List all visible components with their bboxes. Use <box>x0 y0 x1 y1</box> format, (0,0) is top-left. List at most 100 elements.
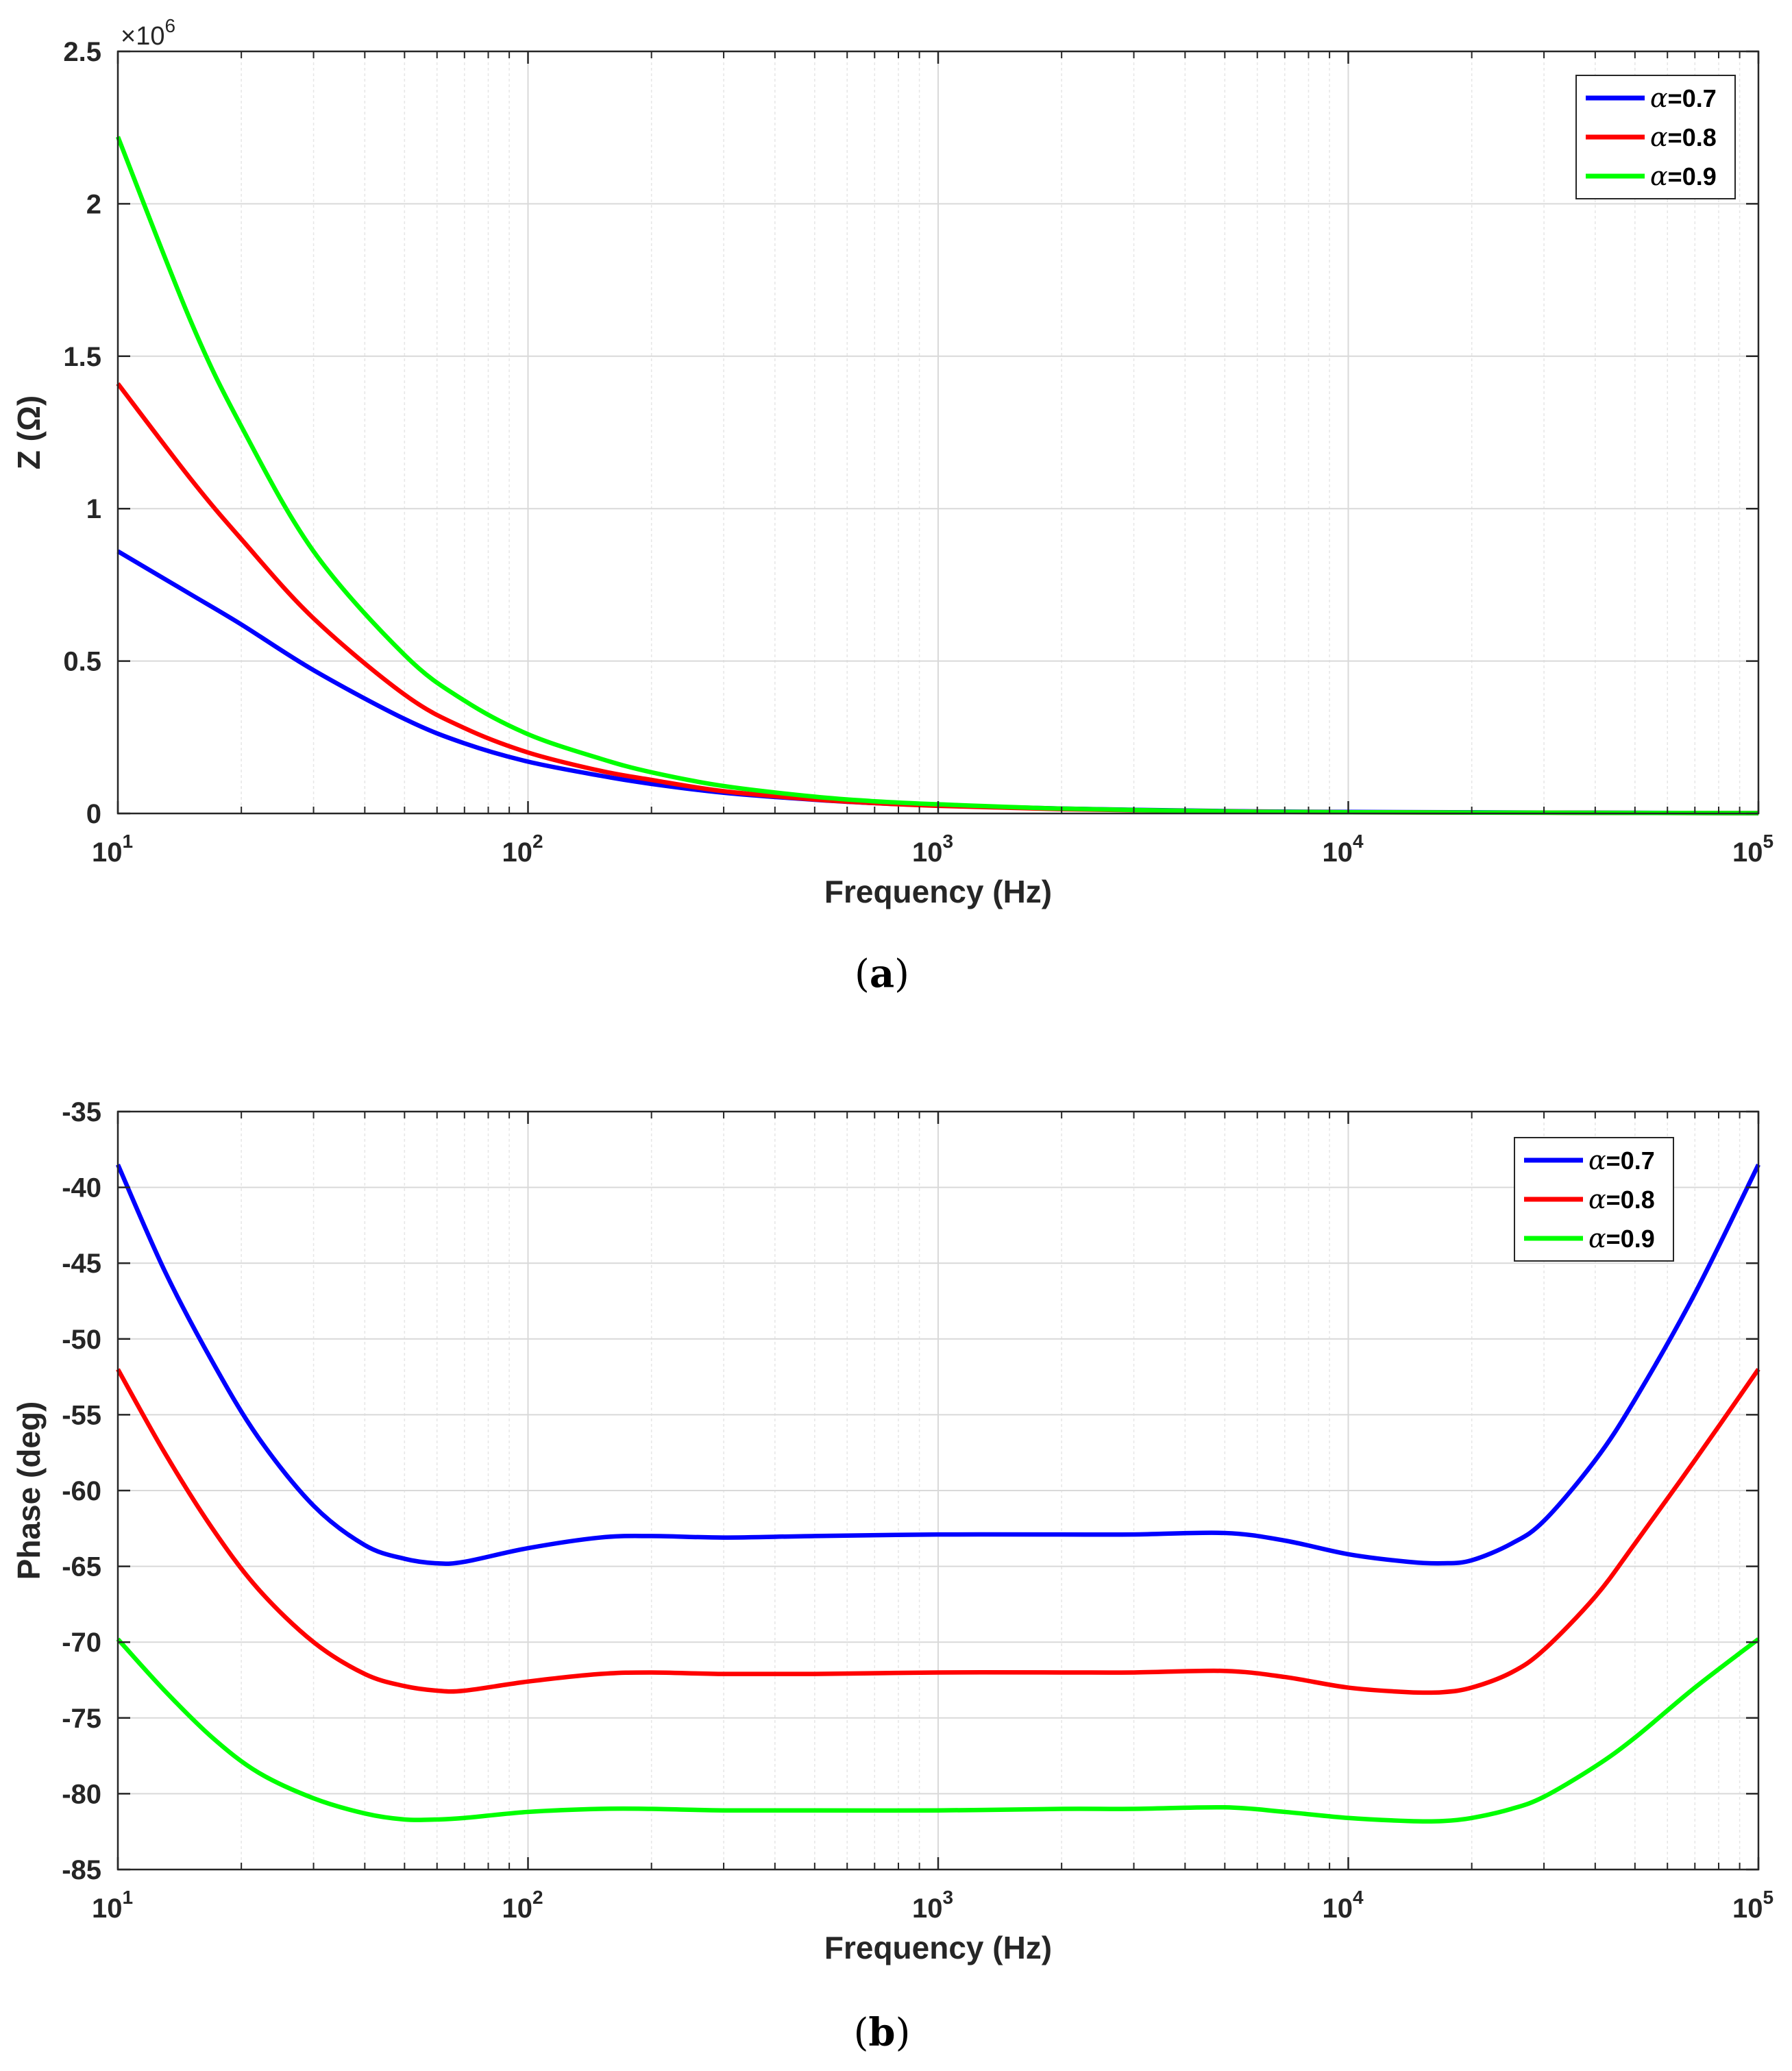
x-tick-base: 10 <box>1732 837 1763 868</box>
y-tick-label: -70 <box>62 1628 101 1658</box>
x-tick-base: 10 <box>502 1894 532 1924</box>
x-tick-base: 10 <box>92 1894 123 1924</box>
y-tick-label: -45 <box>62 1249 101 1279</box>
series-line-alpha-0.8 <box>116 1368 1760 1695</box>
legend-value: 0.8 <box>1682 123 1717 151</box>
x-tick-label: 104 <box>1322 831 1364 868</box>
x-tick-exponent: 3 <box>942 1887 953 1908</box>
caption-open-paren: ( <box>854 2011 869 2055</box>
legend-label: α=0.7 <box>1588 1145 1655 1175</box>
panel-caption: (b) <box>854 2010 911 2055</box>
x-tick-exponent: 1 <box>122 831 133 852</box>
y-tick-label: -35 <box>62 1097 101 1127</box>
legend-label: α=0.7 <box>1650 83 1717 113</box>
legend-equals: = <box>1668 162 1682 191</box>
x-tick-label: 101 <box>92 831 133 868</box>
caption-letter: a <box>870 951 894 996</box>
y-tick-label: -50 <box>62 1325 101 1355</box>
x-tick-exponent: 2 <box>532 831 543 852</box>
x-axis-label: Frequency (Hz) <box>824 874 1052 909</box>
x-tick-base: 10 <box>1322 837 1353 868</box>
x-tick-exponent: 1 <box>122 1887 133 1908</box>
alpha-symbol: α <box>1588 1223 1606 1253</box>
y-tick-label: 0 <box>86 799 101 829</box>
x-tick-base: 10 <box>92 837 123 868</box>
y-axis-label: Z (Ω) <box>11 395 47 469</box>
x-tick-label: 105 <box>1732 1887 1773 1924</box>
x-axis-label: Frequency (Hz) <box>824 1930 1052 1965</box>
y-tick-label: -55 <box>62 1400 101 1430</box>
chart-panel-a: 101 102 103 104 10500.511.522.5×106Frequency… <box>11 15 1773 996</box>
legend-equals: = <box>1606 1147 1621 1175</box>
x-tick-label: 104 <box>1322 1887 1364 1924</box>
panel-caption: (a) <box>855 951 909 996</box>
alpha-symbol: α <box>1588 1184 1606 1214</box>
legend-label: α=0.8 <box>1650 122 1717 152</box>
series-lines <box>115 136 1759 816</box>
legend-value: 0.7 <box>1682 84 1717 112</box>
series-lines <box>116 1163 1760 1824</box>
y-tick-label: -80 <box>62 1779 101 1809</box>
x-tick-exponent: 4 <box>1353 831 1364 852</box>
x-tick-base: 10 <box>912 1894 943 1924</box>
alpha-symbol: α <box>1650 122 1668 152</box>
x-tick-exponent: 5 <box>1763 831 1773 852</box>
y-multiplier-exponent: 6 <box>164 15 175 36</box>
legend-value: 0.9 <box>1621 1225 1655 1253</box>
alpha-symbol: α <box>1650 83 1668 113</box>
legend-equals: = <box>1606 1186 1621 1214</box>
caption-close-paren: ) <box>896 2011 911 2055</box>
legend-equals: = <box>1668 84 1682 112</box>
legend-equals: = <box>1668 123 1682 151</box>
x-tick-label: 102 <box>502 1887 543 1924</box>
chart-panel-b: 101 102 103 104 105-85-80-75-70-65-60-55-50-… <box>11 1097 1773 2055</box>
y-tick-label: 2.5 <box>63 37 101 67</box>
grid <box>118 51 1758 813</box>
caption-letter: b <box>868 2010 895 2055</box>
legend-equals: = <box>1606 1225 1621 1253</box>
x-tick-base: 10 <box>502 837 532 868</box>
legend-value: 0.7 <box>1621 1147 1655 1175</box>
legend-label: α=0.9 <box>1650 161 1717 191</box>
x-tick-label: 103 <box>912 1887 953 1924</box>
alpha-symbol: α <box>1588 1145 1606 1175</box>
y-tick-label: -60 <box>62 1476 101 1506</box>
y-axis-multiplier: ×106 <box>121 15 175 51</box>
y-tick-label: 0.5 <box>63 647 101 677</box>
legend-value: 0.9 <box>1682 162 1717 191</box>
y-axis-label: Phase (deg) <box>11 1401 47 1580</box>
x-tick-exponent: 2 <box>532 1887 543 1908</box>
legend: α=0.7α=0.8α=0.9 <box>1575 75 1736 199</box>
y-tick-label: -65 <box>62 1552 101 1582</box>
legend: α=0.7α=0.8α=0.9 <box>1514 1137 1674 1262</box>
series-line-alpha-0.9 <box>115 136 1759 816</box>
alpha-symbol: α <box>1650 161 1668 191</box>
series-line-alpha-0.7 <box>116 1163 1760 1567</box>
y-tick-label: 1.5 <box>63 342 101 372</box>
x-tick-exponent: 3 <box>942 831 953 852</box>
x-tick-base: 10 <box>1322 1894 1353 1924</box>
caption-open-paren: ( <box>855 952 870 996</box>
x-tick-base: 10 <box>1732 1894 1763 1924</box>
y-tick-label: -75 <box>62 1704 101 1734</box>
legend-label: α=0.9 <box>1588 1223 1655 1253</box>
y-tick-label: 2 <box>86 189 101 219</box>
ticks: 101 102 103 104 105-85-80-75-70-65-60-55-50-… <box>62 1097 1773 1924</box>
x-tick-label: 101 <box>92 1887 133 1924</box>
series-line-alpha-0.9 <box>116 1637 1760 1824</box>
y-tick-label: 1 <box>86 494 101 524</box>
x-tick-label: 102 <box>502 831 543 868</box>
y-multiplier-base: ×10 <box>121 22 164 51</box>
x-tick-label: 105 <box>1732 831 1773 868</box>
x-tick-base: 10 <box>912 837 943 868</box>
caption-close-paren: ) <box>894 952 909 996</box>
x-tick-exponent: 5 <box>1763 1887 1773 1908</box>
legend-value: 0.8 <box>1621 1186 1655 1214</box>
y-tick-label: -40 <box>62 1173 101 1203</box>
x-tick-label: 103 <box>912 831 953 868</box>
x-tick-exponent: 4 <box>1353 1887 1364 1908</box>
legend-label: α=0.8 <box>1588 1184 1655 1214</box>
y-tick-label: -85 <box>62 1855 101 1885</box>
